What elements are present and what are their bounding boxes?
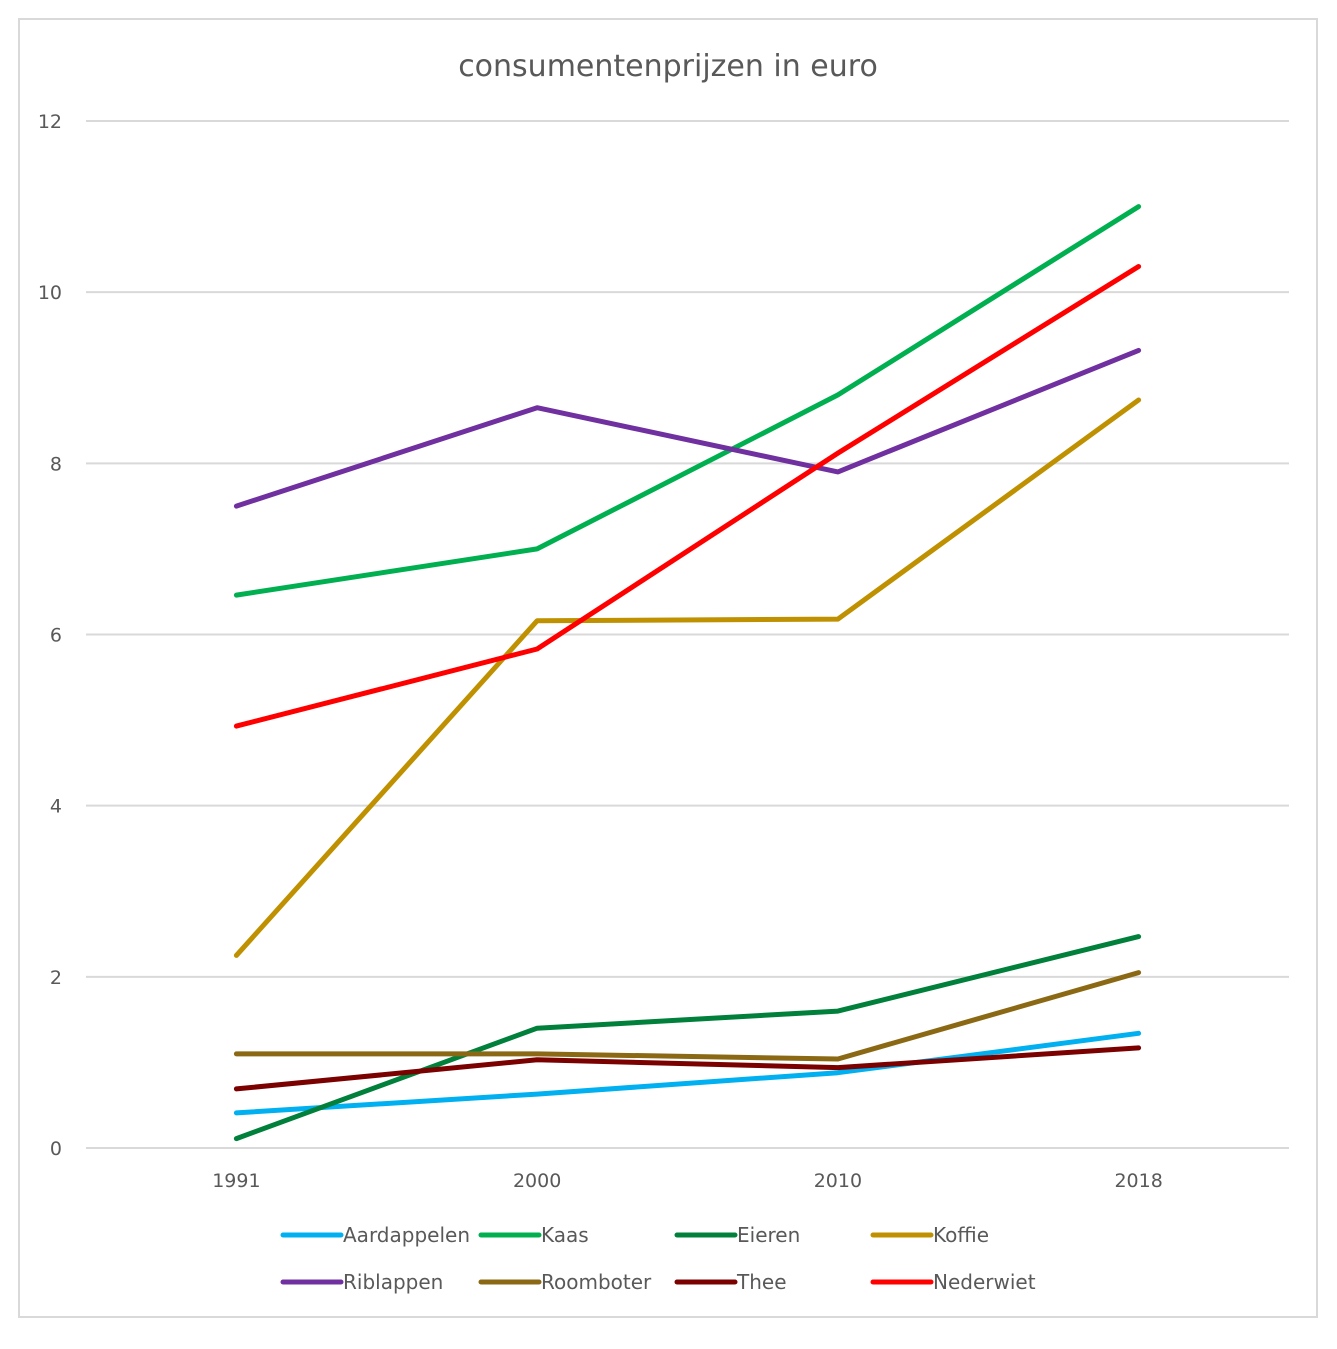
series-line-eieren [233,934,1142,1142]
series-lines [233,204,1142,1142]
series-line-roomboter [233,970,1142,1062]
y-tick-label: 6 [50,625,62,647]
series-line-riblappen [233,347,1142,509]
gridlines [86,120,1289,1149]
x-axis-ticks: 1991 2000 2010 2018 [212,1170,1163,1192]
series-line-thee [233,1045,1142,1092]
legend: Aardappelen Kaas Eieren Koffie Riblappen Room… [280,1223,1036,1294]
legend-label: Riblappen [343,1270,443,1294]
legend-label: Koffie [933,1223,989,1247]
y-tick-label: 8 [50,453,62,475]
legend-label: Roomboter [541,1270,652,1294]
series-line-koffie [233,397,1142,958]
x-tick-label: 2000 [513,1170,561,1192]
chart-title: consumentenprijzen in euro [458,49,878,84]
legend-label: Eieren [737,1223,800,1247]
x-tick-label: 2010 [814,1170,862,1192]
y-tick-label: 0 [50,1138,62,1160]
legend-label: Nederwiet [933,1270,1036,1294]
x-tick-label: 1991 [212,1170,260,1192]
chart-frame [18,18,1318,1318]
series-line-aardappelen [233,1030,1142,1116]
legend-label: Aardappelen [343,1223,470,1247]
y-axis-ticks: 0 2 4 6 8 10 12 [38,111,62,1160]
x-tick-label: 2018 [1114,1170,1162,1192]
legend-label: Kaas [541,1223,589,1247]
y-tick-label: 4 [50,796,62,818]
series-line-nederwiet [233,264,1142,729]
legend-label: Thee [736,1270,787,1294]
y-tick-label: 2 [50,967,62,989]
y-tick-label: 10 [38,282,62,304]
y-tick-label: 12 [38,111,62,133]
series-line-kaas [233,204,1142,598]
